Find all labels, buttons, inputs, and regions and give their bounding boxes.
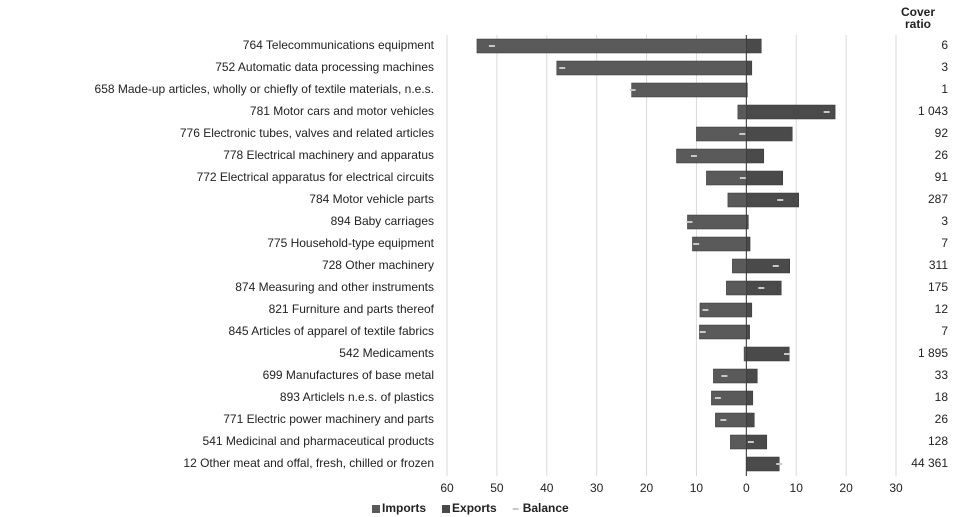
bar [746,236,751,252]
legend-label: Exports [452,501,497,515]
x-tick-label: 50 [490,481,504,495]
cover-ratio: 6 [941,38,948,52]
category-label: 781 Motor cars and motor vehicles [250,104,434,118]
bar [746,82,748,98]
bar [746,170,784,186]
bar [556,60,747,76]
cover-ratio: 311 [929,258,948,272]
bar [746,412,755,428]
bar [746,192,799,208]
category-label: 821 Furniture and parts thereof [269,302,435,316]
x-tick-label: 30 [590,481,604,495]
cover-ratio: 128 [928,434,948,448]
cover-ratio: 12 [935,302,949,316]
cover-ratio: 3 [941,60,948,74]
category-label: 764 Telecommunications equipment [243,38,435,52]
bar [631,82,747,98]
x-tick-label: 0 [743,481,750,495]
cover-ratio: 18 [935,390,949,404]
legend-swatch [372,505,380,513]
bar [715,412,747,428]
cover-ratio: 92 [935,126,949,140]
cover-ratio: 1 895 [918,346,948,360]
cover-ratio: 3 [941,214,948,228]
bar [746,38,762,54]
cover-ratio: 91 [935,170,949,184]
category-label: 893 Articlels n.e.s. of plastics [280,390,434,404]
x-tick-label: 20 [640,481,654,495]
category-label: 699 Manufactures of base metal [263,368,434,382]
category-label: 771 Electric power machinery and parts [223,412,434,426]
category-label: 778 Electrical machinery and apparatus [223,148,434,162]
legend-swatch [442,505,451,513]
category-label: 658 Made-up articles, wholly or chiefly … [95,82,434,96]
bar [746,126,793,142]
bar [746,104,836,120]
bar [676,148,747,164]
cover-ratio: 26 [935,412,949,426]
cover-ratio: 287 [928,192,948,206]
bar [746,302,753,318]
bar [732,258,747,274]
category-label: 776 Electronic tubes, valves and related… [180,126,434,140]
bar [737,104,747,120]
x-tick-label: 10 [790,481,804,495]
cover-ratio: 175 [928,280,948,294]
category-label: 894 Baby carriages [331,214,434,228]
bar [692,236,747,252]
category-label: 12 Other meat and offal, fresh, chilled … [183,456,434,470]
bar [746,368,758,384]
cover-ratio-header: Cover ratio [900,5,935,31]
category-label: 772 Electrical apparatus for electrical … [197,170,434,184]
bar [696,126,747,142]
cover-ratio: 1 043 [918,104,948,118]
category-label: 728 Other machinery [322,258,434,272]
bar [746,324,750,340]
x-tick-label: 30 [889,481,903,495]
category-label: 752 Automatic data processing machines [215,60,434,74]
cover-ratio: 7 [941,324,948,338]
bar [727,192,747,208]
bar [746,214,749,230]
category-label: 775 Household-type equipment [267,236,434,250]
cover-ratio: 26 [935,148,949,162]
bar [746,60,753,76]
x-tick-label: 40 [540,481,554,495]
bar [713,368,747,384]
bar [730,434,747,450]
category-label: 542 Medicaments [339,346,434,360]
x-tick-label: 20 [839,481,853,495]
bar [746,148,765,164]
bar [746,258,790,274]
legend-label: Imports [382,501,426,515]
category-label: 874 Measuring and other instruments [235,280,434,294]
x-tick-label: 60 [440,481,454,495]
category-label: 541 Medicinal and pharmaceutical product… [203,434,434,448]
bar [699,324,747,340]
bar [746,456,780,472]
legend-label: Balance [523,501,569,515]
bar [746,346,790,362]
category-label: 784 Motor vehicle parts [309,192,434,206]
bar [746,390,754,406]
bar [746,434,768,450]
cover-ratio: 44 361 [911,456,948,470]
bar [743,346,747,362]
bar [476,38,747,54]
cover-ratio: 7 [941,236,948,250]
cover-ratio: 33 [935,368,949,382]
bar [687,214,747,230]
cover-ratio: 1 [941,82,948,96]
category-label: 845 Articles of apparel of textile fabri… [229,324,434,338]
x-tick-label: 10 [690,481,704,495]
bar [726,280,747,296]
